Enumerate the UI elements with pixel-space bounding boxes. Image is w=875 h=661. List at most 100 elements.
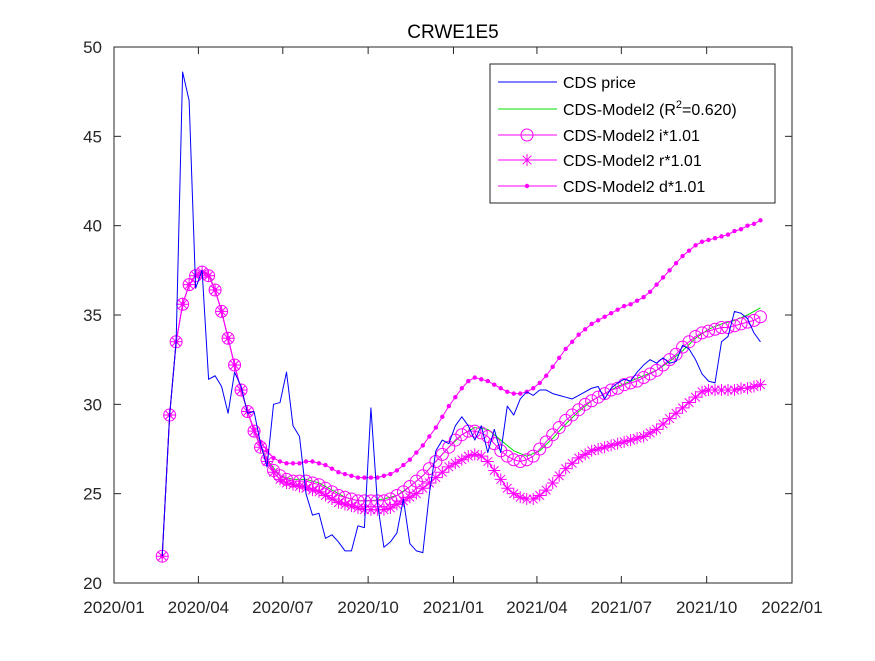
data-point bbox=[663, 353, 677, 367]
data-point bbox=[293, 480, 306, 493]
data-point bbox=[358, 503, 371, 516]
data-point bbox=[284, 461, 289, 466]
x-tick-label: 2021/04 bbox=[506, 598, 567, 617]
data-point bbox=[442, 460, 455, 473]
data-point bbox=[416, 469, 430, 483]
data-point bbox=[644, 426, 657, 439]
data-point bbox=[409, 474, 423, 488]
data-point bbox=[676, 340, 690, 354]
data-point bbox=[715, 321, 729, 335]
data-point bbox=[396, 485, 410, 499]
data-point bbox=[292, 474, 306, 488]
data-point bbox=[719, 234, 724, 239]
data-point bbox=[708, 322, 722, 336]
data-point bbox=[303, 459, 309, 464]
data-point bbox=[375, 475, 380, 480]
data-point bbox=[355, 475, 361, 480]
data-point bbox=[338, 498, 351, 511]
legend-label-model2-prefix: CDS-Model2 (R bbox=[563, 102, 676, 119]
data-point bbox=[585, 444, 598, 457]
data-point bbox=[435, 447, 449, 461]
data-point bbox=[702, 324, 716, 338]
data-point bbox=[520, 493, 533, 506]
data-point bbox=[390, 498, 403, 511]
data-point bbox=[427, 434, 432, 439]
data-point bbox=[505, 389, 510, 395]
data-point bbox=[513, 455, 527, 469]
legend-marker-sample bbox=[521, 154, 533, 166]
data-point bbox=[492, 382, 497, 387]
data-point bbox=[511, 391, 516, 396]
data-point bbox=[527, 493, 540, 506]
data-point bbox=[598, 441, 611, 454]
data-point bbox=[544, 373, 549, 378]
data-point bbox=[448, 433, 462, 447]
data-point bbox=[556, 355, 562, 361]
data-point bbox=[299, 474, 313, 488]
y-tick-label: 35 bbox=[83, 306, 102, 325]
data-point bbox=[362, 475, 367, 480]
data-point bbox=[722, 384, 735, 397]
data-point bbox=[628, 302, 633, 307]
data-point bbox=[631, 432, 644, 445]
data-point bbox=[559, 413, 573, 427]
data-point bbox=[290, 461, 296, 466]
data-point bbox=[351, 501, 364, 514]
data-point bbox=[569, 339, 575, 344]
data-point bbox=[643, 367, 657, 381]
data-point bbox=[740, 315, 754, 329]
x-tick-label: 2021/10 bbox=[676, 598, 737, 617]
data-point bbox=[647, 289, 653, 294]
data-point bbox=[403, 480, 417, 494]
data-point bbox=[578, 397, 592, 411]
data-point bbox=[446, 403, 452, 409]
data-point bbox=[420, 443, 426, 448]
data-point bbox=[455, 453, 468, 466]
data-point bbox=[667, 268, 672, 273]
data-point bbox=[364, 503, 377, 516]
data-point bbox=[572, 451, 585, 464]
data-point bbox=[605, 439, 618, 452]
data-point bbox=[442, 440, 456, 454]
data-point bbox=[715, 384, 728, 397]
data-point bbox=[727, 319, 741, 333]
x-tick-label: 2021/07 bbox=[591, 598, 652, 617]
y-tick-label: 30 bbox=[83, 395, 102, 414]
data-point bbox=[654, 282, 659, 287]
data-point bbox=[316, 461, 322, 466]
data-point bbox=[488, 464, 501, 477]
data-point bbox=[305, 476, 319, 490]
data-point bbox=[297, 461, 302, 466]
data-point bbox=[552, 421, 566, 435]
data-point bbox=[604, 383, 618, 397]
data-point bbox=[576, 332, 581, 337]
data-point bbox=[754, 378, 767, 391]
data-point bbox=[553, 469, 566, 482]
data-point bbox=[738, 227, 744, 232]
data-point bbox=[440, 414, 445, 420]
y-tick-label: 20 bbox=[83, 574, 102, 593]
data-point bbox=[414, 450, 419, 455]
data-point bbox=[520, 453, 534, 467]
legend-label-model2-i: CDS-Model2 i*1.01 bbox=[563, 128, 700, 145]
data-point bbox=[407, 457, 413, 462]
data-point bbox=[351, 494, 365, 508]
data-point bbox=[734, 382, 747, 395]
data-point bbox=[423, 476, 436, 489]
data-point bbox=[624, 434, 637, 447]
data-point bbox=[615, 307, 620, 312]
data-point bbox=[751, 221, 757, 227]
x-tick-label: 2022/01 bbox=[761, 598, 822, 617]
x-tick-label: 2020/07 bbox=[252, 598, 313, 617]
data-point bbox=[287, 478, 300, 491]
series-line-0 bbox=[161, 71, 761, 557]
data-point bbox=[673, 260, 679, 266]
data-point bbox=[563, 346, 568, 352]
data-point bbox=[436, 466, 449, 479]
data-point bbox=[331, 488, 345, 502]
data-point bbox=[621, 303, 627, 309]
data-point bbox=[650, 423, 663, 436]
data-point bbox=[565, 408, 579, 422]
data-point bbox=[267, 466, 280, 479]
data-point bbox=[686, 248, 692, 253]
